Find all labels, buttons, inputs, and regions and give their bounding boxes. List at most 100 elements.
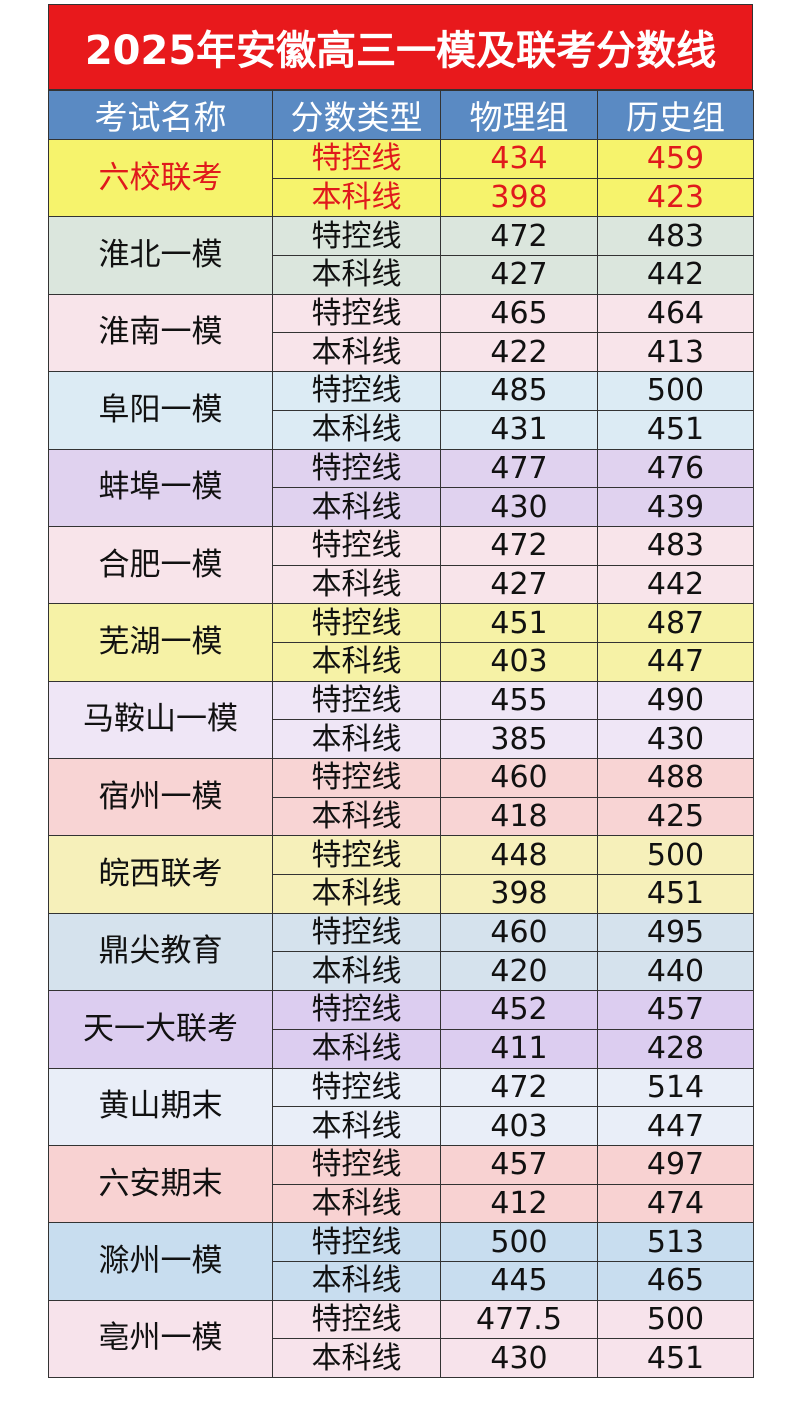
score-physics: 455 [440, 680, 598, 721]
score-type: 本科线 [272, 177, 441, 218]
score-type: 本科线 [272, 332, 441, 373]
score-physics: 427 [440, 255, 598, 295]
score-history: 483 [597, 525, 754, 566]
score-physics: 445 [440, 1260, 598, 1301]
exam-name: 亳州一模 [48, 1299, 273, 1379]
score-type: 特控线 [272, 448, 441, 489]
score-history: 447 [597, 641, 754, 682]
score-physics: 477 [440, 448, 598, 489]
score-type: 特控线 [272, 603, 441, 643]
score-history: 440 [597, 951, 754, 992]
table-row: 六安期末 特控线 457 497 [48, 1144, 754, 1224]
score-type: 本科线 [272, 409, 441, 450]
exam-name: 合肥一模 [48, 525, 273, 605]
table-row: 本科线 403 447 [48, 1106, 754, 1146]
exam-name: 黄山期末 [48, 1067, 273, 1146]
page: 2025年安徽高三一模及联考分数线 考试名称 分数类型 物理组 历史组 六校联考 特控线… [48, 4, 754, 1379]
score-history: 465 [597, 1260, 754, 1301]
score-type: 特控线 [272, 139, 441, 179]
score-physics: 472 [440, 216, 598, 257]
score-physics: 411 [440, 1028, 598, 1069]
score-type: 特控线 [272, 1067, 441, 1108]
score-history: 514 [597, 1067, 754, 1108]
score-type: 本科线 [272, 1106, 441, 1146]
score-type: 本科线 [272, 1183, 441, 1224]
score-history: 428 [597, 1028, 754, 1069]
score-type: 本科线 [272, 1338, 441, 1378]
score-history: 488 [597, 758, 754, 798]
exam-name: 蚌埠一模 [48, 448, 273, 527]
exam-name: 淮南一模 [48, 293, 273, 373]
table-row: 合肥一模 特控线 472 483 [48, 525, 754, 605]
score-type: 本科线 [272, 564, 441, 605]
header-cell: 历史组 [597, 90, 754, 140]
score-physics: 398 [440, 874, 598, 914]
table-row: 皖西联考 特控线 448 500 [48, 835, 754, 914]
score-physics: 460 [440, 758, 598, 798]
table-row: 芜湖一模 特控线 451 487 [48, 603, 754, 682]
score-physics: 448 [440, 835, 598, 876]
score-history: 439 [597, 487, 754, 527]
score-physics: 460 [440, 912, 598, 953]
table-row: 阜阳一模 特控线 485 500 [48, 371, 754, 450]
score-physics: 485 [440, 371, 598, 411]
header-cell: 物理组 [440, 90, 598, 140]
score-type: 特控线 [272, 293, 441, 334]
table-row: 本科线 427 442 [48, 255, 754, 295]
score-type: 特控线 [272, 912, 441, 953]
table-row: 亳州一模 特控线 477.5 500 [48, 1299, 754, 1379]
exam-name: 鼎尖教育 [48, 912, 273, 992]
score-history: 451 [597, 409, 754, 450]
table-row: 滁州一模 特控线 500 513 [48, 1222, 754, 1301]
score-physics: 451 [440, 603, 598, 643]
score-physics: 430 [440, 487, 598, 527]
score-history: 464 [597, 293, 754, 334]
table-row: 马鞍山一模 特控线 455 490 [48, 680, 754, 760]
score-history: 483 [597, 216, 754, 257]
table-row: 淮南一模 特控线 465 464 [48, 293, 754, 373]
score-physics: 477.5 [440, 1299, 598, 1340]
score-type: 特控线 [272, 680, 441, 721]
score-history: 451 [597, 1338, 754, 1378]
score-physics: 412 [440, 1183, 598, 1224]
score-history: 490 [597, 680, 754, 721]
exam-name: 滁州一模 [48, 1222, 273, 1301]
table-row: 本科线 427 442 [48, 564, 754, 605]
score-table: 考试名称 分数类型 物理组 历史组 六校联考 特控线 434 459 本科线 398 423 淮北一… [48, 90, 754, 1379]
score-history: 413 [597, 332, 754, 373]
score-history: 442 [597, 564, 754, 605]
score-type: 特控线 [272, 371, 441, 411]
score-physics: 472 [440, 1067, 598, 1108]
score-type: 特控线 [272, 990, 441, 1030]
score-type: 特控线 [272, 1299, 441, 1340]
table-row: 淮北一模 特控线 472 483 [48, 216, 754, 295]
score-physics: 385 [440, 719, 598, 759]
header-row: 考试名称 分数类型 物理组 历史组 [48, 90, 754, 140]
table-row: 宿州一模 特控线 460 488 [48, 757, 754, 837]
exam-name: 宿州一模 [48, 757, 273, 837]
score-type: 特控线 [272, 525, 441, 566]
score-history: 500 [597, 835, 754, 876]
score-type: 本科线 [272, 1260, 441, 1301]
score-physics: 422 [440, 332, 598, 373]
score-type: 本科线 [272, 874, 441, 914]
table-row: 六校联考 特控线 434 459 [48, 138, 754, 218]
score-type: 本科线 [272, 641, 441, 682]
score-physics: 452 [440, 990, 598, 1030]
score-physics: 420 [440, 951, 598, 992]
score-history: 442 [597, 255, 754, 295]
score-type: 特控线 [272, 1222, 441, 1262]
exam-name: 六校联考 [48, 138, 273, 218]
score-type: 本科线 [272, 255, 441, 295]
exam-name: 六安期末 [48, 1144, 273, 1224]
score-physics: 403 [440, 641, 598, 682]
score-type: 本科线 [272, 719, 441, 759]
score-physics: 403 [440, 1106, 598, 1146]
exam-name: 天一大联考 [48, 990, 273, 1069]
score-history: 451 [597, 874, 754, 914]
score-history: 474 [597, 1183, 754, 1224]
score-history: 497 [597, 1144, 754, 1185]
score-physics: 431 [440, 409, 598, 450]
exam-name: 阜阳一模 [48, 371, 273, 450]
score-physics: 427 [440, 564, 598, 605]
